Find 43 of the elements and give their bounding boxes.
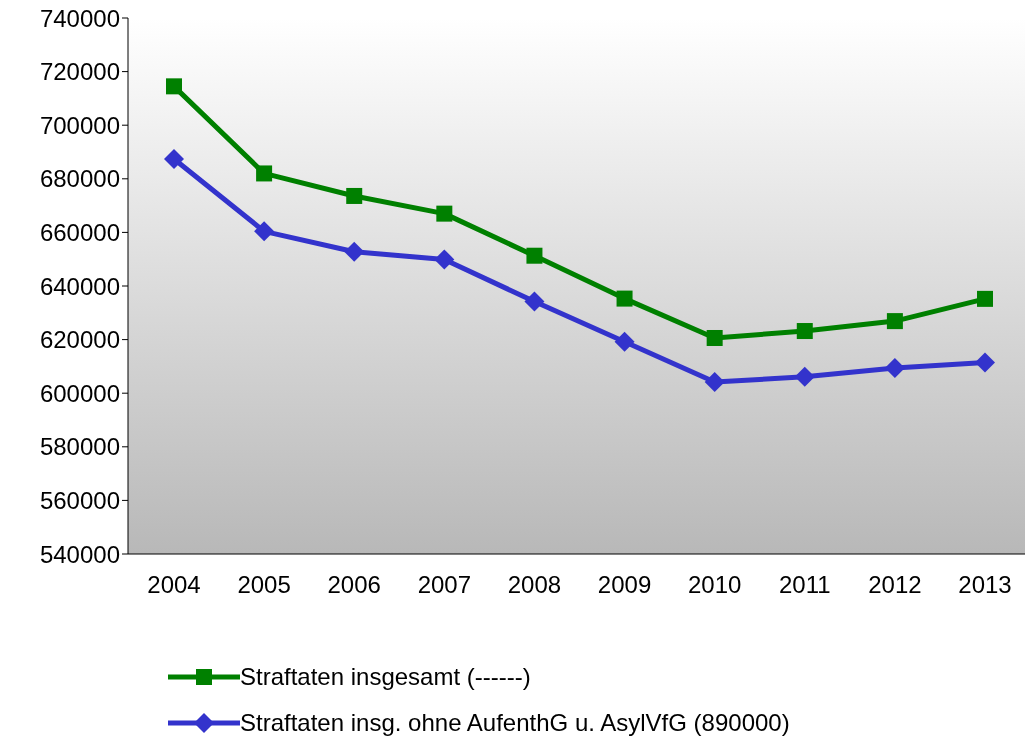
y-tick-label: 680000 (39, 165, 120, 193)
x-tick-label: 2006 (327, 571, 381, 599)
point (254, 221, 275, 242)
legend-label: Straftaten insgesamt (------) (240, 663, 531, 691)
y-tick-label: 540000 (39, 540, 120, 568)
y-tick-label: 560000 (39, 486, 120, 514)
point (526, 247, 543, 264)
x-tick-label: 2010 (687, 571, 742, 599)
y-tick-label: 640000 (39, 272, 120, 300)
y-tick-label: 620000 (39, 326, 120, 354)
point (436, 205, 453, 222)
point (704, 371, 725, 392)
x-tick-label: 2005 (237, 571, 291, 599)
point (706, 329, 723, 346)
x-tick-label: 2012 (868, 571, 922, 599)
point (886, 313, 903, 330)
x-tick-label: 2008 (507, 571, 562, 599)
x-tick-label: 2007 (417, 571, 472, 599)
point (796, 323, 813, 340)
legend-label: Straftaten insg. ohne AufenthG u. AsylVfG (890000) (240, 709, 790, 737)
point (975, 352, 995, 373)
point (977, 290, 993, 307)
point (794, 366, 815, 387)
point (166, 78, 182, 95)
y-tick-label: 720000 (39, 58, 120, 86)
x-tick-label: 2013 (958, 571, 1012, 599)
point (614, 331, 635, 352)
y-tick-label: 600000 (39, 379, 120, 407)
point (434, 249, 455, 270)
y-tick-label: 660000 (39, 218, 120, 246)
y-tick-label: 740000 (39, 4, 120, 32)
point (524, 291, 545, 312)
x-tick-label: 2004 (147, 571, 201, 599)
y-tick-label: 700000 (39, 111, 120, 139)
point (346, 187, 363, 204)
point (616, 290, 633, 307)
y-tick-label: 580000 (39, 433, 120, 461)
point (884, 358, 905, 379)
x-tick-label: 2011 (778, 571, 831, 599)
x-tick-label: 2009 (597, 571, 652, 599)
point (256, 165, 273, 182)
point (344, 241, 365, 262)
point (164, 148, 184, 169)
